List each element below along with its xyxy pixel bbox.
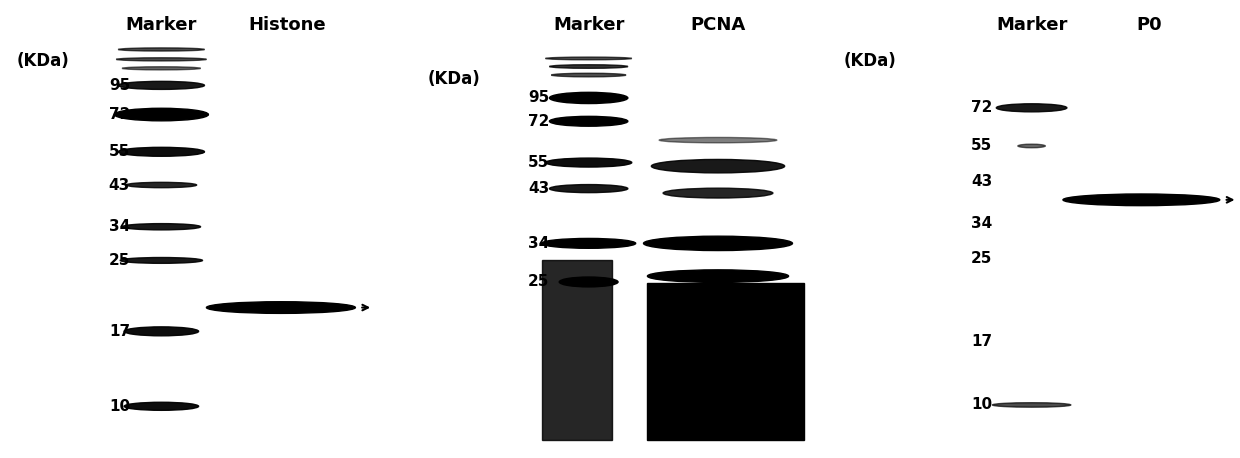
Text: 34: 34 — [109, 219, 130, 234]
Text: 10: 10 — [971, 398, 992, 413]
Ellipse shape — [549, 116, 627, 126]
Text: 34: 34 — [528, 236, 549, 251]
Text: 95: 95 — [528, 90, 549, 105]
Text: 43: 43 — [528, 181, 549, 196]
Ellipse shape — [126, 182, 197, 188]
Ellipse shape — [546, 158, 631, 167]
Text: 72: 72 — [109, 107, 130, 122]
Text: 95: 95 — [109, 78, 130, 93]
Ellipse shape — [644, 236, 792, 251]
Ellipse shape — [552, 73, 626, 77]
Text: 25: 25 — [109, 253, 130, 268]
Ellipse shape — [549, 65, 627, 68]
Text: (KDa): (KDa) — [16, 52, 69, 70]
Text: 43: 43 — [971, 174, 992, 189]
Text: 25: 25 — [971, 251, 992, 266]
Ellipse shape — [647, 270, 789, 283]
Ellipse shape — [123, 224, 201, 230]
Text: 17: 17 — [109, 324, 130, 339]
Ellipse shape — [660, 137, 776, 143]
Bar — [647, 283, 805, 440]
Text: 55: 55 — [971, 138, 992, 153]
Ellipse shape — [118, 48, 205, 51]
Text: Marker: Marker — [125, 16, 197, 34]
Text: Marker: Marker — [996, 16, 1068, 34]
Text: 72: 72 — [971, 100, 992, 115]
Ellipse shape — [124, 402, 198, 410]
Ellipse shape — [124, 327, 198, 336]
Ellipse shape — [992, 403, 1071, 407]
Ellipse shape — [1063, 194, 1220, 206]
Ellipse shape — [651, 159, 785, 173]
Text: 72: 72 — [528, 114, 549, 129]
Bar — [542, 261, 613, 440]
Ellipse shape — [559, 277, 618, 287]
Text: 43: 43 — [109, 178, 130, 192]
Text: Histone: Histone — [248, 16, 326, 34]
Ellipse shape — [117, 58, 206, 61]
Ellipse shape — [651, 288, 785, 300]
Ellipse shape — [549, 93, 627, 104]
Text: 55: 55 — [109, 144, 130, 159]
Text: Marker: Marker — [553, 16, 624, 34]
Ellipse shape — [118, 82, 205, 89]
Ellipse shape — [114, 108, 208, 121]
Ellipse shape — [206, 302, 356, 313]
Ellipse shape — [120, 257, 202, 263]
Text: 25: 25 — [528, 274, 549, 289]
Text: 17: 17 — [971, 334, 992, 349]
Text: (KDa): (KDa) — [428, 70, 481, 87]
Ellipse shape — [663, 188, 773, 198]
Ellipse shape — [1018, 144, 1045, 148]
Ellipse shape — [118, 147, 205, 156]
Text: (KDa): (KDa) — [843, 52, 897, 70]
Text: 34: 34 — [971, 216, 992, 231]
Text: PCNA: PCNA — [691, 16, 745, 34]
Ellipse shape — [549, 185, 627, 193]
Text: P0: P0 — [1136, 16, 1162, 34]
Ellipse shape — [542, 239, 636, 248]
Text: 10: 10 — [109, 399, 130, 414]
Ellipse shape — [546, 57, 631, 60]
Ellipse shape — [123, 67, 201, 70]
Ellipse shape — [996, 104, 1066, 112]
Text: 55: 55 — [528, 155, 549, 170]
